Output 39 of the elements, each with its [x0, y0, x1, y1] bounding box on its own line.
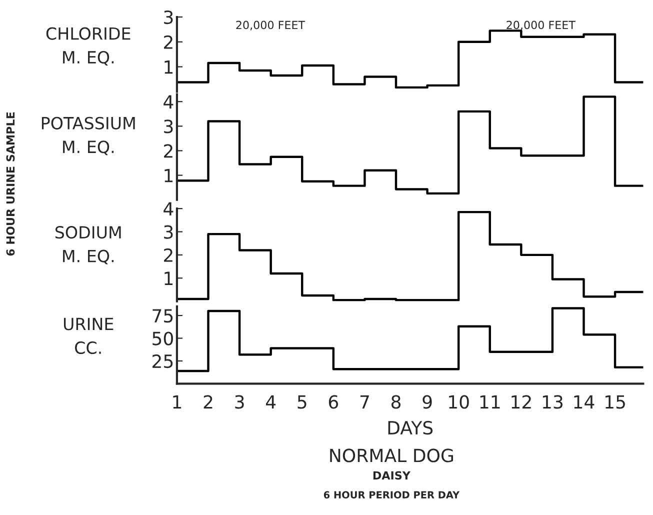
x-tick-label: 5 — [298, 395, 306, 409]
x-tick-label: 3 — [235, 395, 244, 409]
y-axis-title: SODIUM M. EQ. — [55, 226, 121, 264]
x-tick-label: 13 — [542, 395, 562, 409]
y-axis-title: POTASSIUM M. EQ. — [42, 116, 135, 156]
y-tick-label: 1 — [164, 60, 173, 74]
y-tick-label: 50 — [152, 332, 173, 346]
y-tick-label: 2 — [164, 144, 172, 158]
y-tick-label: 3 — [164, 10, 173, 24]
x-tick-label: 14 — [574, 395, 594, 409]
x-tick-label: 12 — [512, 395, 531, 409]
text: NORMAL DOG — [330, 448, 453, 462]
y-tick-label: 25 — [152, 354, 173, 368]
text: 6 HOUR PERIOD PER DAY — [324, 491, 460, 499]
x-tick-label: 8 — [391, 395, 401, 409]
x-tick-label: 4 — [266, 395, 276, 409]
y-tick-label: 75 — [152, 309, 173, 323]
y-tick-label: 2 — [164, 35, 172, 49]
annotation: 20,000 FEET — [236, 20, 306, 30]
text: DAISY — [373, 471, 411, 480]
x-tick-label: 11 — [480, 395, 500, 409]
y-tick-label: 4 — [164, 95, 174, 108]
y-tick-label: 1 — [164, 272, 173, 285]
x-tick-label: 15 — [606, 395, 625, 409]
text: 6 HOUR URINE SAMPLE — [6, 112, 15, 256]
x-tick-label: 9 — [422, 395, 432, 409]
x-tick-label: 10 — [449, 395, 469, 409]
x-axis-title: DAYS — [388, 420, 433, 435]
x-tick-label: 7 — [360, 395, 369, 409]
y-tick-label: 3 — [164, 120, 173, 134]
y-tick-label: 3 — [164, 225, 173, 239]
y-tick-label: 1 — [164, 168, 173, 182]
y-axis-title: CHLORIDE M. EQ. — [46, 27, 130, 66]
y-axis-title: URINE CC. — [64, 318, 114, 354]
x-tick-label: 6 — [328, 395, 338, 409]
y-tick-label: 2 — [164, 248, 172, 262]
annotation: 20,000 FEET — [506, 20, 576, 30]
x-tick-label: 2 — [204, 395, 212, 409]
y-tick-label: 4 — [164, 202, 174, 216]
